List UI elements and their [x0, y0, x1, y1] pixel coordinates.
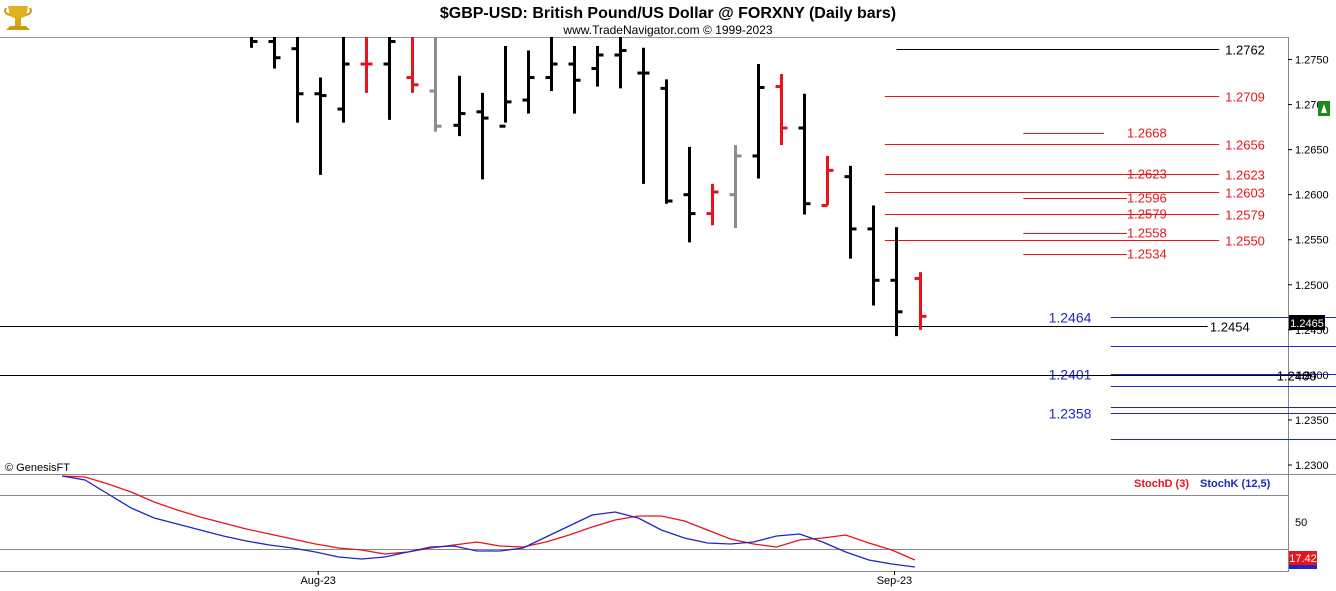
- ohlc-bar: [867, 205, 880, 306]
- level-label: 1.2668: [1127, 126, 1167, 141]
- stoch-lines: [61, 475, 916, 568]
- ohlc-bar: [545, 37, 558, 92]
- price-tick-label: 1.2550: [1295, 235, 1329, 247]
- ohlc-bar: [821, 155, 834, 207]
- ohlc-bar: [914, 272, 927, 330]
- level-label: 1.2656: [1225, 138, 1265, 153]
- price-y-axis: 1.27501.27001.26501.26001.25501.25001.24…: [1288, 55, 1329, 472]
- ohlc-bar: [844, 165, 857, 259]
- date-x-axis: Aug-23 Sep-23: [300, 571, 912, 587]
- last-price-marker: 1.2465: [1289, 315, 1325, 330]
- ohlc-bar: [706, 183, 719, 226]
- ohlc-bar: [429, 37, 442, 132]
- legend-stoch-d: StochD (3): [1134, 478, 1189, 490]
- price-tick-label: 1.2650: [1295, 145, 1329, 157]
- price-tick-label: 1.2350: [1295, 415, 1329, 427]
- price-tick-label: 1.2750: [1295, 55, 1329, 67]
- last-price-label: 1.2465: [1290, 318, 1324, 330]
- level-label: 1.2401: [1049, 367, 1092, 383]
- ohlc-bar: [890, 227, 903, 337]
- ohlc-bar: [337, 37, 350, 123]
- price-bars: [250, 37, 927, 337]
- trophy-logo-icon: [4, 6, 32, 30]
- level-label: 1.2579: [1127, 207, 1167, 222]
- ohlc-bar: [522, 50, 535, 114]
- level-label: 1.2623: [1225, 168, 1265, 183]
- level-label: 1.2400: [1277, 369, 1317, 384]
- ohlc-bar: [660, 79, 673, 204]
- ohlc-bar: [453, 75, 466, 137]
- copyright-note: © GenesisFT: [5, 462, 70, 474]
- date-tick-label: Aug-23: [300, 575, 335, 587]
- price-tick-label: 1.2500: [1295, 280, 1329, 292]
- level-label: 1.2358: [1049, 406, 1092, 422]
- ohlc-bar: [476, 92, 489, 180]
- stochastic-panel: 50 StochD (3) StochK (12,5) 17.42: [0, 475, 1317, 572]
- legend-stoch-k: StochK (12,5): [1200, 478, 1271, 490]
- level-label: 1.2454: [1210, 320, 1250, 335]
- ohlc-bar: [729, 145, 742, 229]
- ohlc-bar: [683, 146, 696, 243]
- level-label: 1.2709: [1225, 90, 1265, 105]
- ohlc-bar: [752, 64, 765, 179]
- ohlc-bar: [637, 47, 650, 184]
- ohlc-bar: [314, 77, 327, 175]
- ohlc-bar: [568, 46, 581, 114]
- ohlc-bar: [250, 37, 258, 48]
- stoch-last-value-marker: 17.42: [1289, 551, 1317, 569]
- stoch-series-line: [61, 475, 916, 561]
- ohlc-bar: [360, 37, 373, 93]
- ohlc-bar: [291, 37, 304, 123]
- ohlc-bar: [268, 37, 281, 69]
- price-tick-label: 1.2300: [1295, 460, 1329, 472]
- level-label: 1.2762: [1225, 43, 1265, 58]
- ohlc-bar: [406, 37, 419, 93]
- level-label: 1.2579: [1225, 208, 1265, 223]
- ohlc-bar: [614, 37, 627, 89]
- ohlc-bar: [775, 73, 788, 146]
- price-panel: 1.27501.27001.26501.26001.25501.25001.24…: [0, 37, 1336, 572]
- chart-subtitle: www.TradeNavigator.com © 1999-2023: [562, 23, 772, 37]
- price-tick-label: 1.2600: [1295, 190, 1329, 202]
- level-label: 1.2534: [1127, 247, 1167, 262]
- price-tick-label: 1.2400: [1295, 370, 1329, 382]
- chart-title: $GBP-USD: British Pound/US Dollar @ FORX…: [440, 5, 896, 22]
- level-label: 1.2550: [1225, 234, 1265, 249]
- level-label: 1.2603: [1225, 186, 1265, 201]
- level-label: 1.2623: [1127, 167, 1167, 182]
- ohlc-bar: [383, 37, 396, 120]
- stoch-series-line: [61, 475, 915, 568]
- scroll-arrow-icon[interactable]: [1318, 101, 1330, 116]
- level-label: 1.2464: [1049, 310, 1092, 326]
- ohlc-bar: [499, 46, 512, 128]
- stoch-ytick-50: 50: [1295, 517, 1307, 529]
- ohlc-bar: [798, 93, 811, 215]
- level-label: 1.2558: [1127, 226, 1167, 241]
- price-levels: 1.2762 1.2709 1.2668 1.2656 1.2623 1.2623 1.26…: [0, 43, 1336, 440]
- stoch-last-value: 17.42: [1289, 553, 1317, 565]
- date-tick-label: Sep-23: [877, 575, 912, 587]
- level-label: 1.2596: [1127, 191, 1167, 206]
- ohlc-bar: [591, 46, 604, 87]
